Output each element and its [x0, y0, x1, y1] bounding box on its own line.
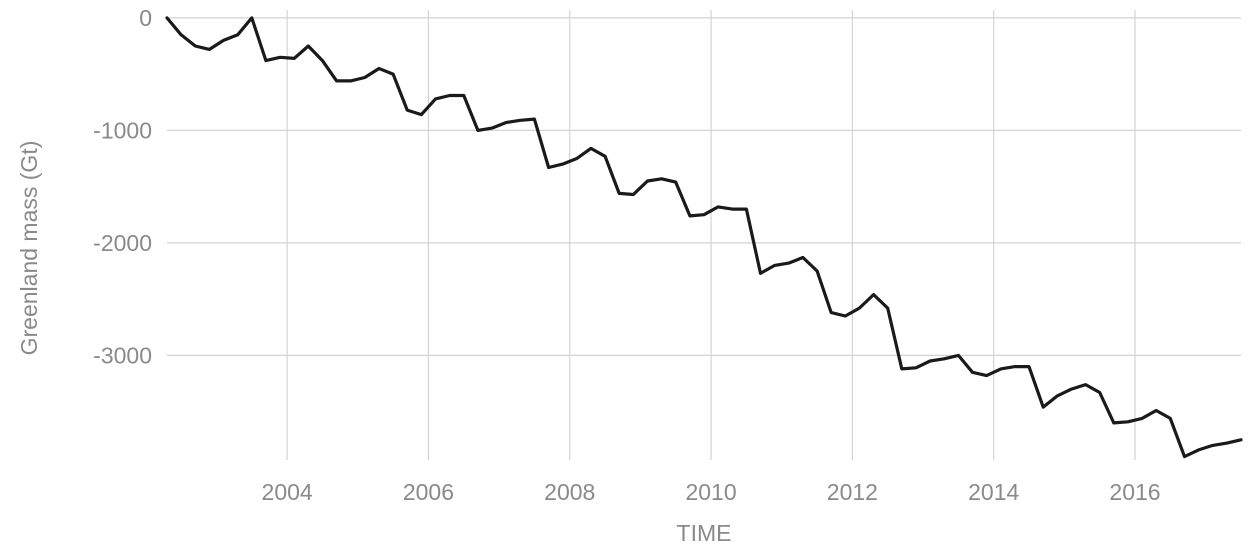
x-tick-label: 2008	[544, 479, 595, 505]
y-tick-label: -1000	[93, 117, 152, 143]
x-tick-label: 2016	[1109, 479, 1160, 505]
x-tick-label: 2010	[685, 479, 736, 505]
x-tick-label: 2006	[403, 479, 454, 505]
series	[165, 16, 1243, 459]
y-tick-labels: 0 -1000 -2000 -3000	[93, 5, 152, 369]
y-tick-label: -3000	[93, 342, 152, 368]
y-axis-label: Greenland mass (Gt)	[16, 141, 42, 356]
series-line	[165, 16, 1243, 459]
grid	[167, 10, 1241, 460]
x-tick-label: 2014	[968, 479, 1019, 505]
y-tick-label: -2000	[93, 230, 152, 256]
x-axis-label: TIME	[677, 520, 732, 546]
x-tick-label: 2012	[827, 479, 878, 505]
y-tick-label: 0	[139, 5, 152, 31]
x-tick-labels: 2004 2006 2008 2010 2012 2014 2016	[262, 479, 1161, 505]
x-tick-label: 2004	[262, 479, 313, 505]
